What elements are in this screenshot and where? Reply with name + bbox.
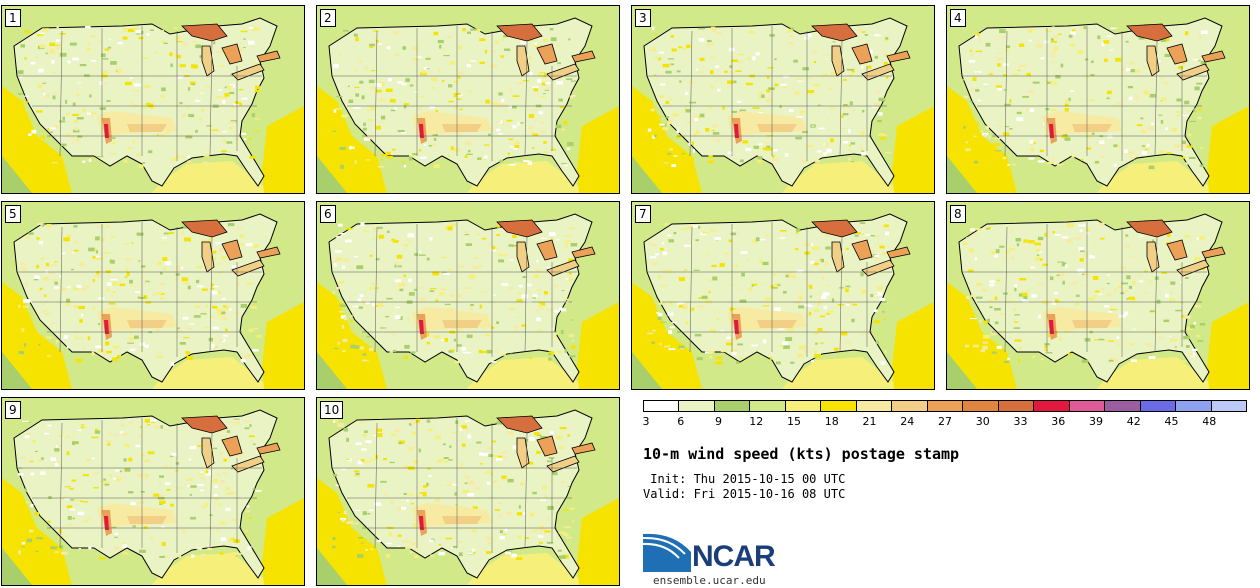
colorbar-tick-label: 48	[1202, 415, 1217, 428]
colorbar-swatch	[997, 401, 1034, 411]
wind-speed-map	[2, 6, 304, 193]
colorbar-swatch	[1139, 401, 1176, 411]
colorbar-tick-label: 12	[749, 415, 764, 428]
member-number: 5	[5, 205, 21, 223]
colorbar	[643, 400, 1247, 412]
member-number: 3	[635, 9, 651, 27]
logo-text: NCAR	[692, 540, 776, 573]
member-number: 7	[635, 205, 651, 223]
ensemble-member-panel: 10	[316, 397, 620, 586]
ncar-logo-icon	[643, 533, 691, 572]
colorbar-swatch	[891, 401, 927, 411]
member-number: 4	[950, 9, 966, 27]
chart-title: 10-m wind speed (kts) postage stamp	[643, 445, 960, 463]
ensemble-member-panel: 1	[1, 5, 305, 194]
member-number: 10	[320, 401, 344, 419]
ensemble-member-panel: 7	[631, 201, 935, 390]
member-number: 8	[950, 205, 966, 223]
colorbar-swatch	[962, 401, 998, 411]
colorbar-tick-label: 18	[824, 415, 839, 428]
ensemble-member-panel: 5	[1, 201, 305, 390]
colorbar-ticks: 3 6 9 12 15 18 21 24 27 30 33 36 39 42 45 48	[643, 415, 1247, 429]
colorbar-tick-label: 9	[715, 415, 722, 428]
wind-speed-map	[2, 202, 304, 389]
colorbar-swatch	[1175, 401, 1211, 411]
ensemble-member-panel: 6	[316, 201, 620, 390]
colorbar-tick-label: 30	[975, 415, 990, 428]
ensemble-member-panel: 4	[946, 5, 1250, 194]
colorbar-swatch	[644, 401, 679, 411]
wind-speed-map	[947, 202, 1249, 389]
colorbar-tick-label: 24	[900, 415, 915, 428]
colorbar-swatch	[820, 401, 856, 411]
colorbar-tick-label: 33	[1013, 415, 1028, 428]
member-number: 1	[5, 9, 21, 27]
site-url: ensemble.ucar.edu	[653, 574, 766, 587]
ensemble-member-panel: 8	[946, 201, 1250, 390]
colorbar-tick-label: 27	[938, 415, 952, 428]
wind-speed-map	[317, 202, 619, 389]
ensemble-member-panel: 2	[316, 5, 620, 194]
colorbar-swatch	[678, 401, 714, 411]
colorbar-tick-label: 3	[642, 415, 650, 428]
colorbar-tick-label: 36	[1051, 415, 1066, 428]
member-number: 6	[320, 205, 336, 223]
valid-time: Valid: Fri 2015-10-16 08 UTC	[643, 487, 846, 501]
wind-speed-map	[632, 6, 934, 193]
colorbar-swatch	[784, 401, 821, 411]
member-number: 2	[320, 9, 336, 27]
colorbar-swatch	[1033, 401, 1069, 411]
wind-speed-map	[947, 6, 1249, 193]
ensemble-member-panel: 9	[1, 397, 305, 586]
colorbar-tick-label: 15	[787, 415, 801, 428]
colorbar-swatch	[749, 401, 785, 411]
ensemble-member-panel: 3	[631, 5, 935, 194]
colorbar-swatch	[1104, 401, 1140, 411]
colorbar-swatch	[713, 401, 750, 411]
wind-speed-map	[317, 6, 619, 193]
colorbar-swatch	[926, 401, 963, 411]
wind-speed-map	[632, 202, 934, 389]
init-time: Init: Thu 2015-10-15 00 UTC	[643, 472, 846, 486]
colorbar-swatch	[1068, 401, 1105, 411]
wind-speed-map	[2, 398, 304, 585]
colorbar-tick-label: 21	[862, 415, 877, 428]
colorbar-tick-label: 42	[1126, 415, 1141, 428]
colorbar-tick-label: 45	[1164, 415, 1179, 428]
wind-speed-map	[317, 398, 619, 585]
colorbar-tick-label: 6	[677, 415, 685, 428]
colorbar-swatch	[1210, 401, 1246, 411]
member-number: 9	[5, 401, 21, 419]
colorbar-tick-label: 39	[1089, 415, 1103, 428]
colorbar-swatch	[855, 401, 892, 411]
